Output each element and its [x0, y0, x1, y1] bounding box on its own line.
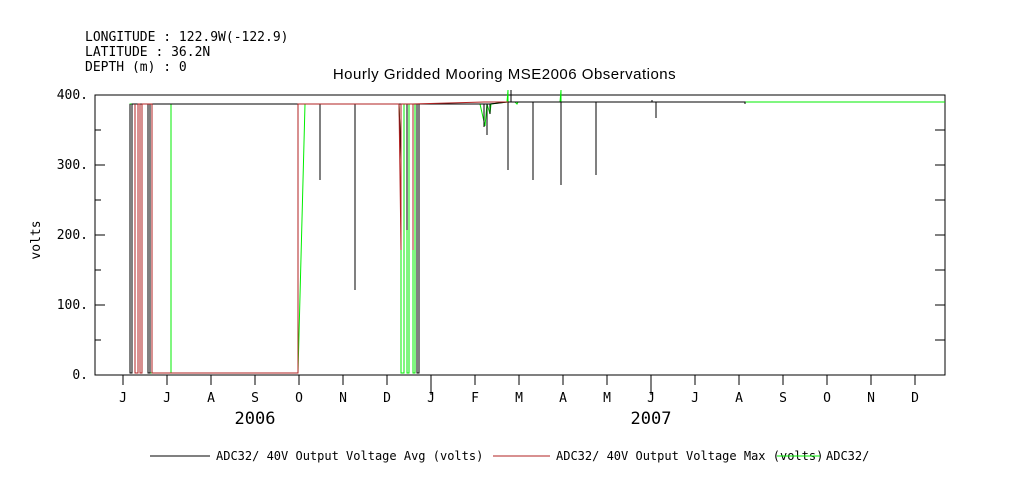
month-label-15: S	[779, 391, 787, 406]
legend-label-avg: ADC32/ 40V Output Voltage Avg (volts)	[216, 449, 483, 463]
month-label-10: A	[559, 391, 567, 406]
plot-border	[95, 95, 945, 375]
month-label-3: S	[251, 391, 259, 406]
y-axis-label: volts	[29, 220, 44, 259]
chart-svg: 0. 100. 200. 300. 400. volts	[0, 0, 1009, 504]
month-label-13: J	[691, 391, 699, 406]
year-label-2007: 2007	[631, 409, 672, 429]
month-label-16: O	[823, 391, 831, 406]
legend-svg: ADC32/ 40V Output Voltage Avg (volts) AD…	[150, 448, 870, 464]
legend-label-min: ADC32/ 40V Output Voltage Min (volts)	[826, 449, 870, 463]
series-avg-voltage	[130, 90, 745, 373]
y-axis-group: 0. 100. 200. 300. 400.	[57, 88, 105, 383]
month-label-17: N	[867, 391, 875, 406]
x-axis-ticks: J J A S O N D J F M A M J J A S O N D 20…	[119, 375, 919, 429]
y-tick-400: 400.	[57, 88, 88, 103]
month-label-8: F	[471, 391, 479, 406]
month-label-14: A	[735, 391, 743, 406]
series-max-voltage	[135, 102, 508, 373]
y-tick-0: 0.	[72, 368, 88, 383]
month-label-18: D	[911, 391, 919, 406]
month-label-1: J	[163, 391, 171, 406]
series-min-voltage	[130, 90, 945, 373]
month-label-5: N	[339, 391, 347, 406]
y-tick-300: 300.	[57, 158, 88, 173]
month-label-7: J	[427, 391, 435, 406]
y-tick-100: 100.	[57, 298, 88, 313]
month-label-9: M	[515, 391, 523, 406]
month-label-2: A	[207, 391, 215, 406]
month-label-12: J	[647, 391, 655, 406]
month-label-6: D	[383, 391, 391, 406]
y-tick-200: 200.	[57, 228, 88, 243]
month-label-11: M	[603, 391, 611, 406]
chart-root: LONGITUDE : 122.9W(-122.9) LATITUDE : 36…	[0, 0, 1009, 504]
year-label-2006: 2006	[235, 409, 276, 429]
month-label-4: O	[295, 391, 303, 406]
right-axis-ticks	[935, 95, 945, 375]
month-label-0: J	[119, 391, 127, 406]
